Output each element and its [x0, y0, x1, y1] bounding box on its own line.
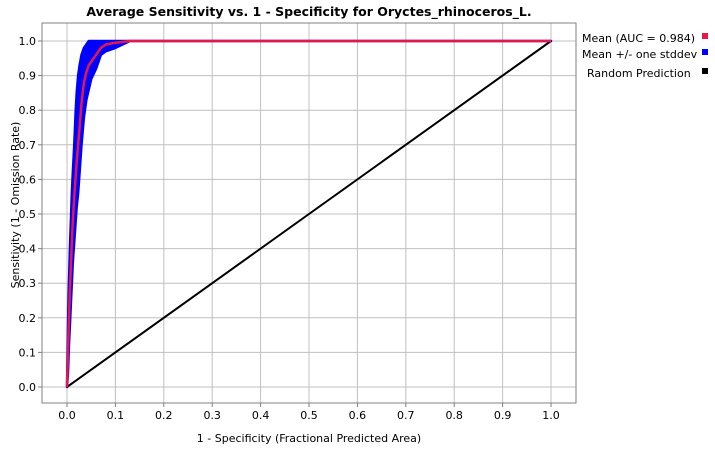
random-prediction-line — [66, 40, 552, 388]
series-lines — [65, 39, 552, 388]
y-tick-label: 0.1 — [19, 346, 37, 359]
x-tick-labels: 0.0 0.1 0.2 0.3 0.4 0.5 0.6 0.7 0.8 0.9 1.0 — [58, 403, 560, 422]
x-axis-label: 1 - Specificity (Fractional Predicted Ar… — [197, 432, 421, 445]
y-axis-label: Sensitivity (1 - Omission Rate) — [9, 122, 22, 289]
x-tick-label: 0.8 — [445, 409, 463, 422]
x-tick-label: 0.0 — [58, 409, 76, 422]
x-tick-label: 0.9 — [494, 409, 512, 422]
x-tick-label: 1.0 — [542, 409, 560, 422]
y-tick-label: 0.4 — [19, 243, 37, 256]
y-tick-labels: 0.0 0.1 0.2 0.3 0.4 0.5 0.6 0.7 0.8 0.9 1.0 — [19, 35, 42, 394]
y-tick-label: 0.5 — [19, 208, 37, 221]
legend-label-mean: Mean (AUC = 0.984) — [582, 32, 695, 45]
y-tick-label: 0.9 — [19, 70, 37, 83]
x-tick-label: 0.3 — [203, 409, 221, 422]
mean-roc-line — [65, 39, 551, 388]
legend-label-random: Random Prediction — [587, 67, 691, 80]
y-tick-label: 0.8 — [19, 104, 37, 117]
legend-label-stddev: Mean +/- one stddev — [582, 48, 698, 61]
y-tick-label: 1.0 — [19, 35, 37, 48]
y-tick-label: 0.0 — [19, 381, 37, 394]
x-tick-label: 0.2 — [155, 409, 173, 422]
y-tick-label: 0.3 — [19, 277, 37, 290]
x-tick-label: 0.6 — [349, 409, 367, 422]
x-tick-label: 0.5 — [300, 409, 318, 422]
legend-swatch-random — [702, 68, 708, 74]
x-tick-label: 0.4 — [252, 409, 270, 422]
y-tick-label: 0.7 — [19, 139, 37, 152]
legend-swatch-stddev — [702, 49, 708, 55]
x-tick-label: 0.7 — [397, 409, 415, 422]
legend-swatch-mean — [702, 33, 708, 39]
y-tick-label: 0.2 — [19, 312, 37, 325]
chart-title: Average Sensitivity vs. 1 - Specificity … — [86, 4, 531, 20]
legend: Mean (AUC = 0.984) Mean +/- one stddev R… — [582, 32, 708, 80]
x-tick-label: 0.1 — [107, 409, 125, 422]
y-tick-label: 0.6 — [19, 173, 37, 186]
